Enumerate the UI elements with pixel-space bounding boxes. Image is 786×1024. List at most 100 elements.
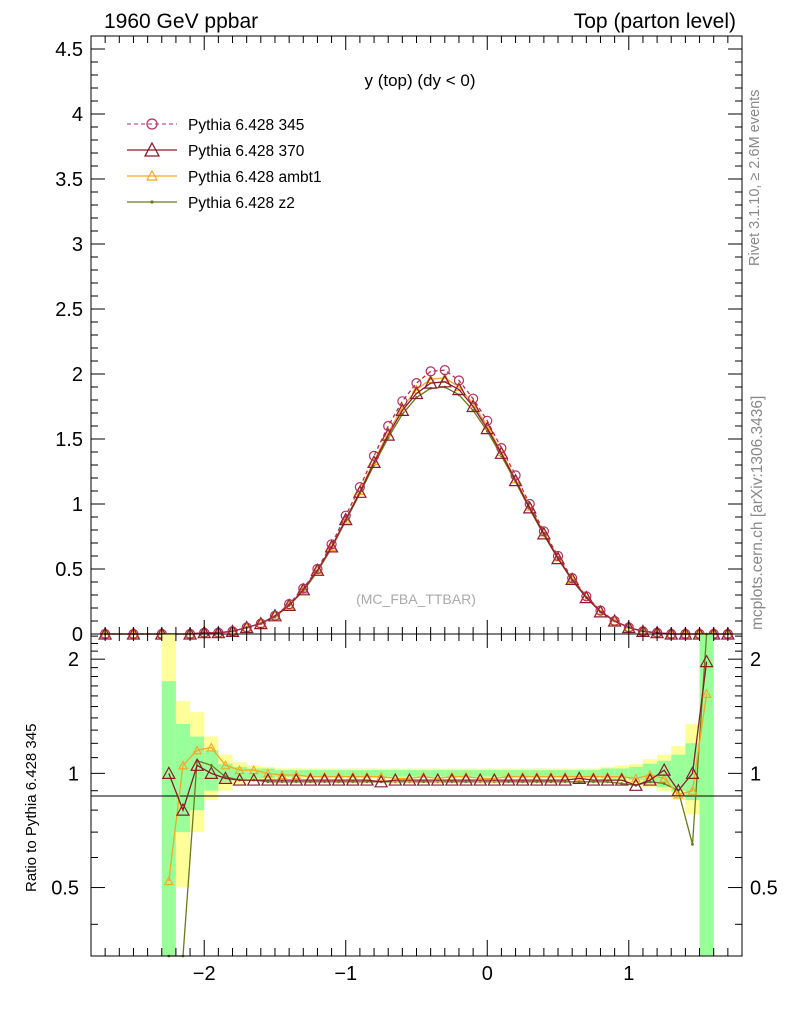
ratio-point — [365, 780, 369, 784]
uncertainty-band-inner — [204, 750, 219, 791]
y-tick-label: 1.5 — [55, 429, 83, 451]
ratio-point — [659, 773, 670, 783]
mcplots-label: mcplots.cern.ch [arXiv:1306.3436] — [749, 396, 766, 630]
data-point — [425, 366, 436, 377]
data-point — [423, 375, 438, 389]
data-point — [296, 582, 311, 596]
ratio-point — [643, 772, 658, 786]
ratio-point — [535, 780, 539, 784]
ratio-point — [178, 760, 188, 770]
main-panel: y (top) (dy < 0) (MC_FBA_TTBAR) 0 0.5 1 1.5… — [55, 35, 743, 646]
ratio-point — [275, 772, 290, 786]
ratio-point — [549, 780, 553, 784]
ratio-point — [430, 772, 445, 786]
ratio-point — [630, 773, 641, 783]
x-tick-label: −1 — [334, 963, 357, 985]
ratio-point — [209, 763, 213, 767]
ratio-point — [294, 780, 298, 784]
y-tick-label: 3 — [72, 234, 83, 256]
data-point — [269, 610, 281, 621]
y-tick-label: 0 — [72, 624, 83, 646]
uncertainty-band-inner — [175, 723, 191, 833]
ratio-point — [600, 772, 615, 786]
uncertainty-band-inner — [699, 634, 714, 956]
y-tick-label: 4 — [72, 104, 83, 126]
ratio-line — [168, 693, 708, 882]
legend: Pythia 6.428 345 Pythia 6.428 370 Pythia… — [127, 117, 322, 212]
header-right: Top (parton level) — [574, 10, 736, 33]
data-point — [324, 539, 339, 553]
ratio-point — [246, 772, 261, 786]
data-point — [409, 386, 424, 400]
ratio-point — [388, 772, 403, 786]
legend-item-z2: Pythia 6.428 z2 — [127, 195, 295, 212]
ratio-point — [402, 772, 417, 786]
ratio-point — [673, 789, 684, 799]
ratio-line — [168, 661, 708, 813]
data-point — [397, 396, 408, 407]
ratio-point — [592, 780, 595, 784]
ratio-point — [473, 772, 488, 786]
ratio-point — [691, 842, 694, 846]
y-tick-label: 0.5 — [55, 559, 83, 581]
data-point — [354, 482, 365, 493]
ratio-point — [218, 771, 233, 784]
open-triangle-icon — [143, 141, 161, 157]
ratio-point — [422, 780, 425, 784]
ratio-point — [515, 772, 530, 786]
legend-item-370: Pythia 6.428 370 — [127, 141, 305, 160]
ratio-bands — [161, 634, 714, 956]
ratio-point — [291, 769, 302, 780]
y-tick-label: 2 — [72, 364, 83, 386]
data-point — [480, 421, 495, 435]
ratio-point — [345, 772, 360, 786]
data-point — [451, 382, 466, 396]
uncertainty-band-inner — [671, 754, 686, 791]
ratio-point — [376, 771, 387, 781]
main-title: y (top) (dy < 0) — [364, 71, 475, 90]
small-triangle-icon — [145, 169, 159, 181]
ratio-frame — [90, 633, 743, 957]
data-point — [312, 563, 323, 575]
data-point — [567, 572, 578, 584]
data-point — [551, 551, 566, 565]
legend-label: Pythia 6.428 ambt1 — [188, 169, 322, 186]
ratio-point — [175, 802, 190, 816]
dot-icon — [150, 200, 154, 204]
data-point — [298, 583, 309, 594]
data-point — [524, 498, 535, 510]
ratio-point — [323, 780, 326, 784]
legend-item-ambt1: Pythia 6.428 ambt1 — [127, 169, 322, 186]
ratio-point — [224, 775, 227, 779]
ratio-point — [289, 772, 304, 786]
ratio-x-axis: −2 −1 0 1 — [90, 634, 743, 985]
data-point — [593, 604, 608, 618]
data-point — [326, 539, 337, 550]
data-point — [310, 563, 325, 576]
rivet-label: Rivet 3.1.10, ≥ 2.6M events — [747, 90, 763, 266]
uncertainty-band-inner — [161, 681, 176, 956]
data-point — [468, 393, 479, 404]
ratio-point — [220, 760, 231, 770]
ratio-point — [161, 766, 176, 779]
ratio-point — [563, 780, 567, 784]
ratio-point — [501, 772, 516, 786]
data-point — [595, 605, 606, 616]
ratio-point — [701, 688, 712, 698]
ratio-point — [586, 772, 601, 786]
ratio-point — [628, 778, 643, 791]
ratio-y-tick-label-left: 2 — [68, 649, 79, 671]
data-point — [284, 598, 295, 610]
ratio-point — [699, 654, 714, 668]
legend-label: Pythia 6.428 370 — [188, 143, 305, 160]
legend-item-345: Pythia 6.428 345 — [127, 117, 304, 134]
ratio-point — [507, 780, 510, 784]
ratio-point — [232, 772, 247, 786]
ratio-point — [662, 782, 666, 785]
ratio-point — [671, 783, 686, 797]
data-point — [439, 365, 450, 376]
ratio-y-tick-label-left: 0.5 — [51, 878, 79, 900]
ratio-point — [620, 782, 624, 785]
watermark: (MC_FBA_TTBAR) — [356, 591, 476, 607]
